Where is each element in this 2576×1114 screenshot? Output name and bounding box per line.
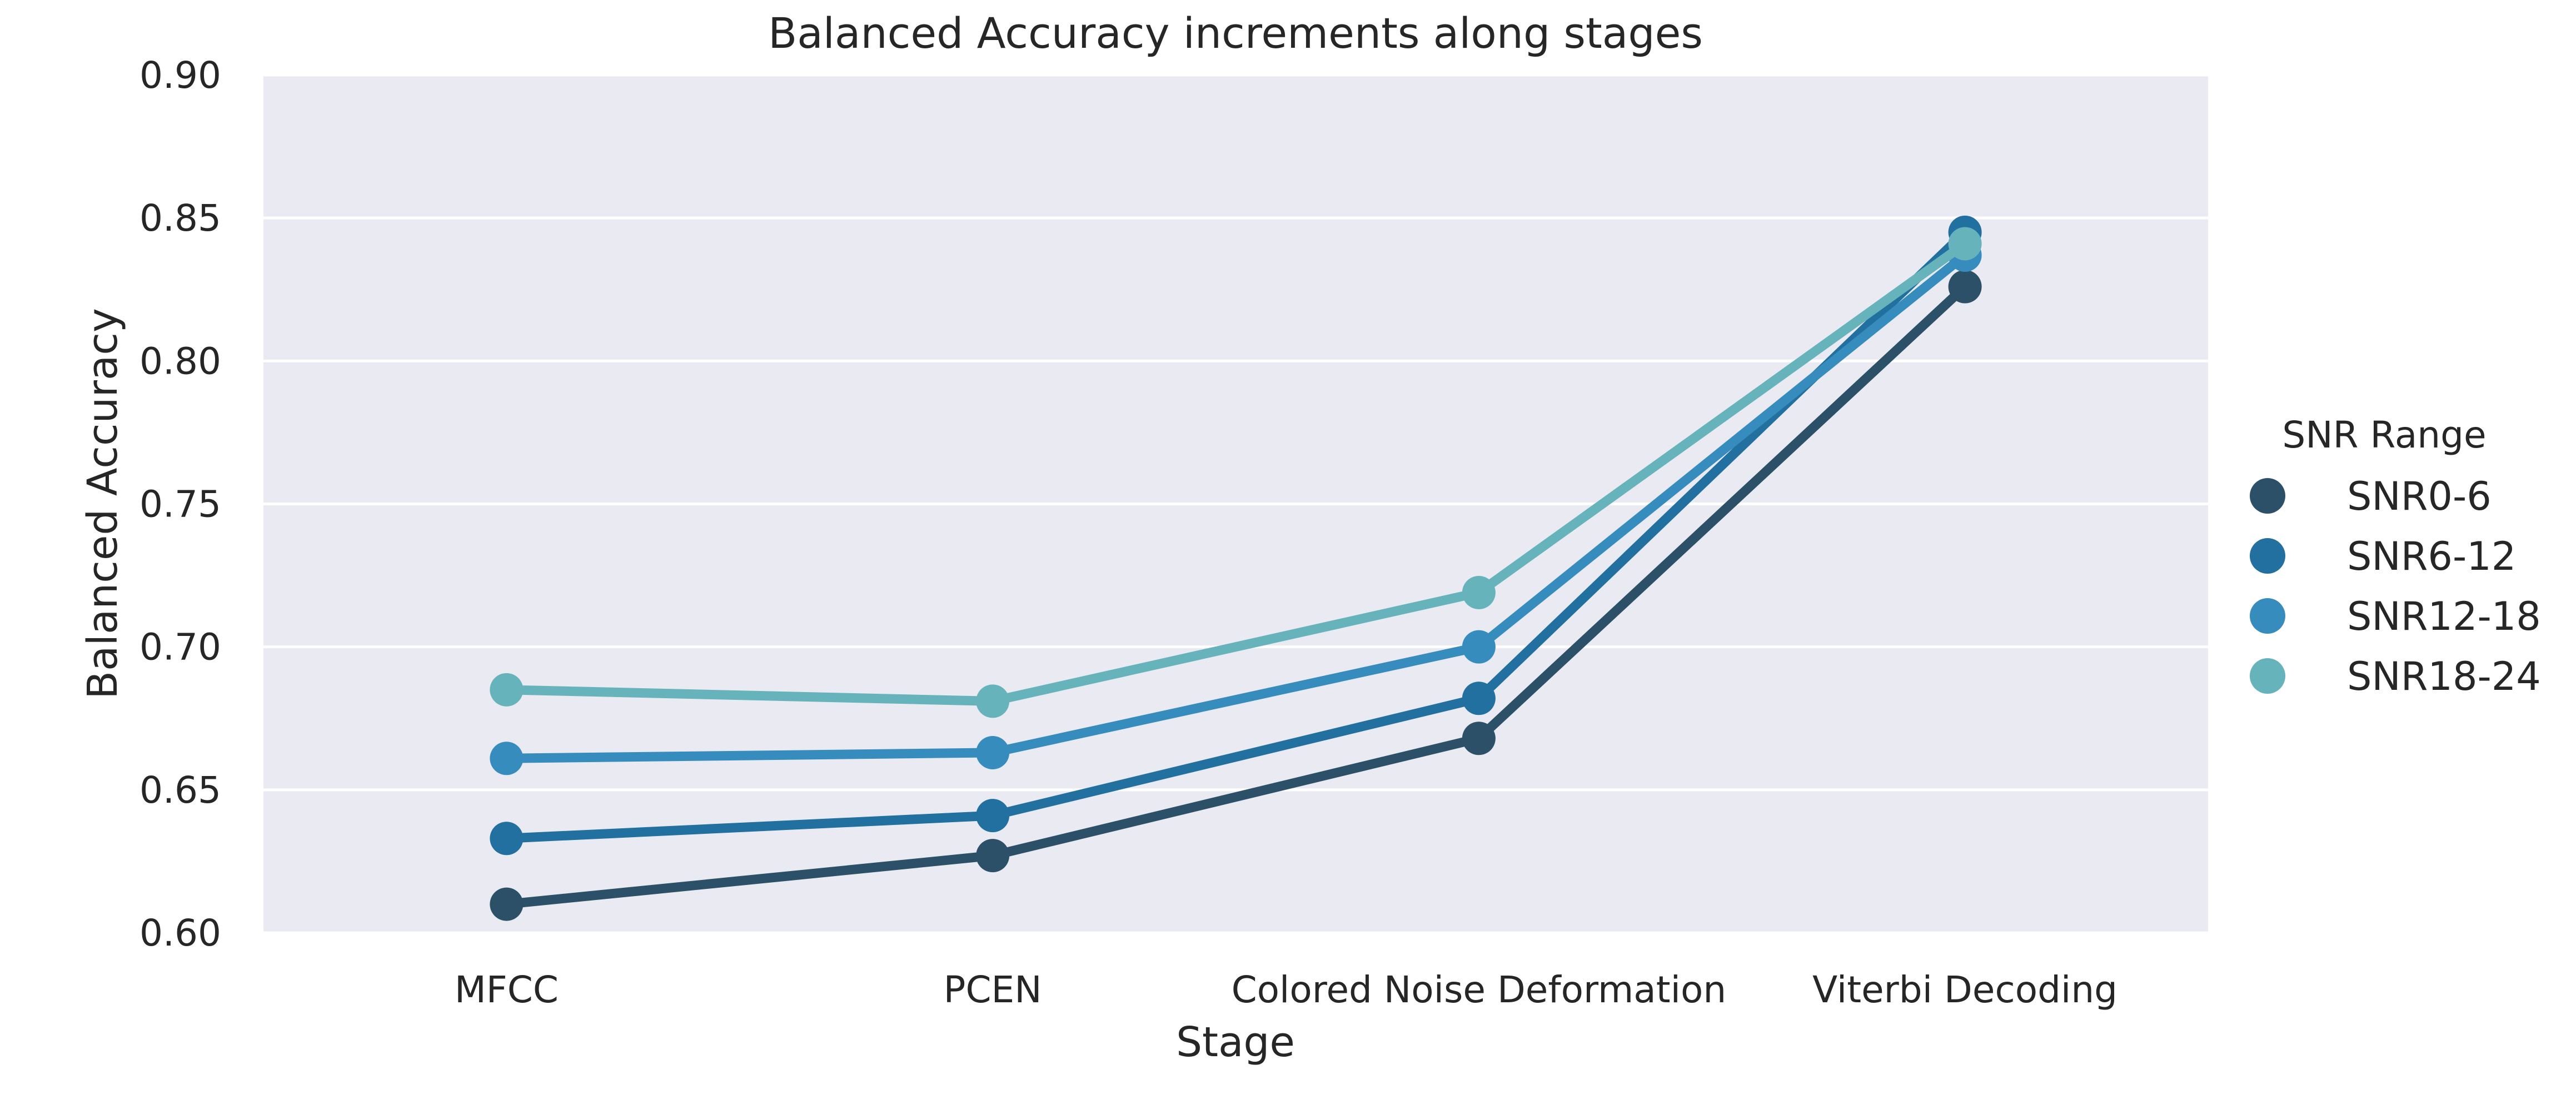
x-axis-label: Stage xyxy=(1176,1018,1295,1066)
y-tick-label: 0.90 xyxy=(139,54,221,97)
legend-marker xyxy=(2250,478,2285,514)
y-tick-label: 0.65 xyxy=(139,769,221,812)
series-SNR18-24 xyxy=(490,227,1982,718)
legend-marker xyxy=(2250,598,2285,634)
legend-item: SNR12-18 xyxy=(2250,594,2541,639)
series-line xyxy=(501,227,1970,843)
data-point xyxy=(1462,630,1496,664)
data-point xyxy=(1948,227,1982,261)
legend-item: SNR6-12 xyxy=(2250,534,2516,579)
legend-marker xyxy=(2250,658,2285,694)
x-tick-label: PCEN xyxy=(944,968,1042,1011)
data-point xyxy=(976,839,1010,873)
data-point xyxy=(976,735,1010,769)
series-line xyxy=(501,250,1970,763)
series-line xyxy=(501,238,1970,706)
x-tick-label: MFCC xyxy=(455,968,559,1011)
legend-label: SNR0-6 xyxy=(2347,474,2492,519)
data-point xyxy=(1462,722,1496,755)
legend-marker xyxy=(2250,538,2285,574)
legend-items: SNR0-6 SNR6-12 SNR12-18 SNR18-24 xyxy=(2250,474,2541,699)
legend-label: SNR6-12 xyxy=(2347,534,2516,579)
data-point xyxy=(490,673,524,707)
series-SNR12-18 xyxy=(490,238,1982,775)
series-layer xyxy=(490,215,1982,921)
legend-title: SNR Range xyxy=(2282,414,2486,456)
data-point xyxy=(976,799,1010,833)
data-point xyxy=(490,887,524,921)
x-tick-label: Colored Noise Deformation xyxy=(1232,968,1727,1011)
data-point xyxy=(1462,682,1496,715)
legend-item: SNR18-24 xyxy=(2250,654,2541,699)
x-tick-label: Viterbi Decoding xyxy=(1812,968,2117,1011)
legend-label: SNR18-24 xyxy=(2347,654,2541,699)
data-point xyxy=(1948,270,1982,304)
series-SNR0-6 xyxy=(490,270,1982,921)
y-tick-label: 0.70 xyxy=(139,626,221,669)
legend: SNR Range SNR0-6 SNR6-12 SNR12-18 SNR18-24 xyxy=(2250,414,2541,699)
x-tick-labels: MFCC PCEN Colored Noise Deformation Viterbi… xyxy=(455,968,2117,1011)
data-point xyxy=(490,742,524,775)
data-point xyxy=(1462,575,1496,609)
series-line xyxy=(501,282,1970,909)
y-tick-label: 0.60 xyxy=(139,912,221,954)
y-tick-label: 0.80 xyxy=(139,340,221,382)
series-SNR6-12 xyxy=(490,215,1982,856)
y-tick-label: 0.75 xyxy=(139,483,221,526)
chart-title: Balanced Accuracy increments along stage… xyxy=(768,8,1703,58)
legend-item: SNR0-6 xyxy=(2250,474,2492,519)
y-tick-label: 0.85 xyxy=(139,197,221,240)
y-tick-labels: 0.60 0.65 0.70 0.75 0.80 0.85 0.90 xyxy=(139,54,221,954)
data-point xyxy=(490,822,524,856)
y-axis-label: Balanced Accuracy xyxy=(79,308,127,699)
legend-label: SNR12-18 xyxy=(2347,594,2541,639)
data-point xyxy=(976,684,1010,718)
